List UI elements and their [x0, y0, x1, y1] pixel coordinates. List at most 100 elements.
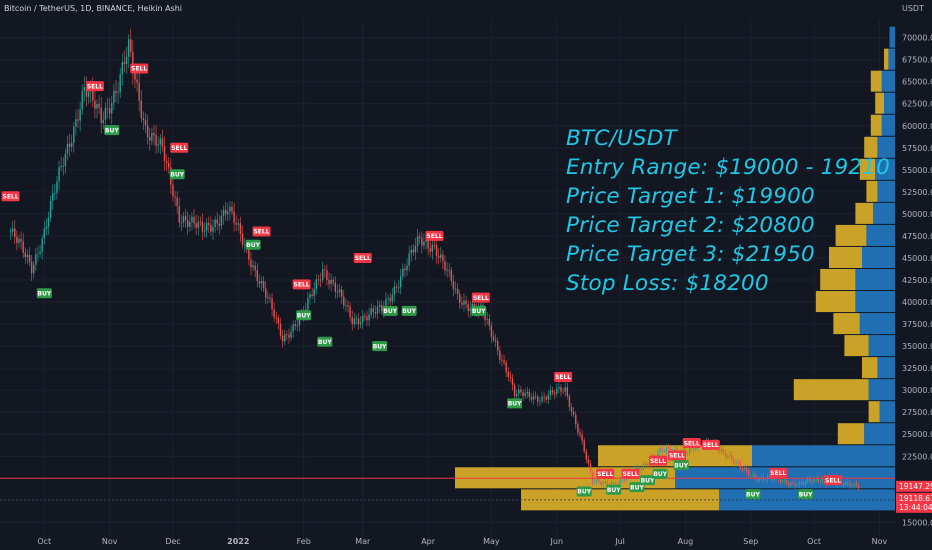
candle-body	[191, 216, 193, 222]
y-axis-unit: USDT	[902, 4, 924, 13]
candle-body	[35, 254, 37, 265]
candle-body	[279, 323, 282, 336]
candle-body	[577, 424, 579, 433]
candle-body	[176, 197, 178, 207]
candle-body	[123, 62, 126, 65]
candle-body	[729, 455, 731, 457]
volume-profile-bar-gold	[833, 313, 860, 335]
signal-label: BUY	[577, 489, 591, 496]
signal-label: SELL	[294, 282, 310, 289]
candle-body	[560, 387, 562, 392]
candle-body	[273, 309, 275, 318]
candle-body	[416, 236, 419, 246]
candle-body	[414, 245, 417, 253]
volume-profile-bar-gold	[820, 268, 856, 291]
candle-body	[24, 252, 27, 258]
x-axis[interactable]: Oct Nov Dec 2022 Feb Mar Apr May Jun Jul Aug Sep Oct…	[37, 537, 887, 546]
candle-body	[492, 336, 495, 340]
volume-profile-bar-gold	[835, 224, 867, 246]
candle-body	[429, 248, 431, 252]
candle-body	[750, 475, 752, 477]
candle-body	[208, 222, 210, 225]
candle-body	[214, 219, 216, 227]
candle-body	[435, 244, 438, 257]
candle-body	[642, 464, 644, 469]
signal-box	[701, 439, 720, 450]
candle-body	[400, 276, 402, 288]
second-price-box	[896, 492, 932, 513]
candle-body	[847, 482, 849, 483]
candle-body	[395, 286, 398, 288]
candle-body	[722, 449, 725, 453]
candle-body	[197, 221, 199, 228]
signal-label: BUY	[318, 339, 332, 346]
volume-profile-bar-gold	[862, 357, 878, 379]
x-tick-label: Aug	[678, 537, 694, 546]
x-tick-label: Sep	[743, 537, 758, 546]
signal-label: BUY	[373, 343, 387, 350]
signal-label: SELL	[171, 145, 187, 152]
candle-body	[566, 387, 569, 396]
buy-signal: BUY	[36, 288, 52, 299]
candle-body	[138, 82, 140, 101]
candle-body	[490, 325, 493, 337]
signal-label: SELL	[703, 442, 719, 449]
candle-body	[520, 389, 522, 393]
sell-signal: SELL	[252, 226, 271, 237]
sell-signal: SELL	[701, 439, 720, 450]
candle-body	[463, 300, 465, 305]
candle-body	[235, 223, 237, 225]
candle-body	[187, 220, 189, 227]
candle-body	[437, 256, 440, 258]
candle-body	[311, 294, 313, 297]
candle-body	[39, 251, 41, 254]
candle-body	[802, 483, 805, 485]
signal-box	[296, 310, 312, 321]
candle-body	[427, 239, 429, 249]
candle-body	[309, 294, 311, 298]
candle-body	[724, 452, 727, 457]
y-tick-label: 32500.00	[902, 364, 932, 373]
candle-body	[298, 316, 301, 326]
candle-body	[621, 479, 623, 481]
candle-body	[539, 401, 541, 402]
candle-body	[583, 440, 585, 452]
volume-profile-bar-gold	[868, 401, 880, 423]
candle-body	[104, 107, 107, 120]
x-tick-label: Oct	[37, 537, 51, 546]
volume-profile-bar-blue	[855, 291, 895, 313]
candle-body	[747, 470, 750, 476]
x-tick-label: Jun	[550, 537, 564, 546]
signal-label: BUY	[508, 401, 522, 408]
candle-body	[290, 331, 292, 338]
candle-body	[338, 289, 341, 293]
candle-body	[661, 448, 663, 452]
candle-body	[564, 387, 566, 392]
candle-body	[526, 391, 528, 394]
candle-body	[77, 119, 79, 121]
candle-body	[258, 281, 261, 284]
sell-signal: SELL	[649, 455, 668, 466]
buy-signal: BUY	[606, 484, 621, 495]
candle-body	[454, 288, 457, 290]
candle-body	[216, 219, 218, 224]
candle-body	[71, 142, 73, 147]
candle-body	[790, 482, 792, 486]
candle-body	[505, 362, 507, 372]
y-tick-label: 47500.00	[902, 232, 932, 241]
candle-body	[389, 298, 391, 302]
signal-label: SELL	[623, 471, 639, 478]
candle-body	[16, 237, 18, 243]
chart-title: Bitcoin / TetherUS, 1D, BINANCE, Heikin …	[4, 4, 183, 13]
candle-body	[189, 221, 191, 227]
sell-signal: SELL	[353, 252, 372, 263]
candle-body	[94, 100, 96, 109]
candle-body	[726, 456, 729, 457]
candle-body	[66, 143, 69, 154]
candle-body	[796, 484, 798, 486]
x-tick-label: Mar	[355, 537, 371, 546]
candle-body	[199, 221, 202, 223]
candle-body	[743, 467, 746, 470]
